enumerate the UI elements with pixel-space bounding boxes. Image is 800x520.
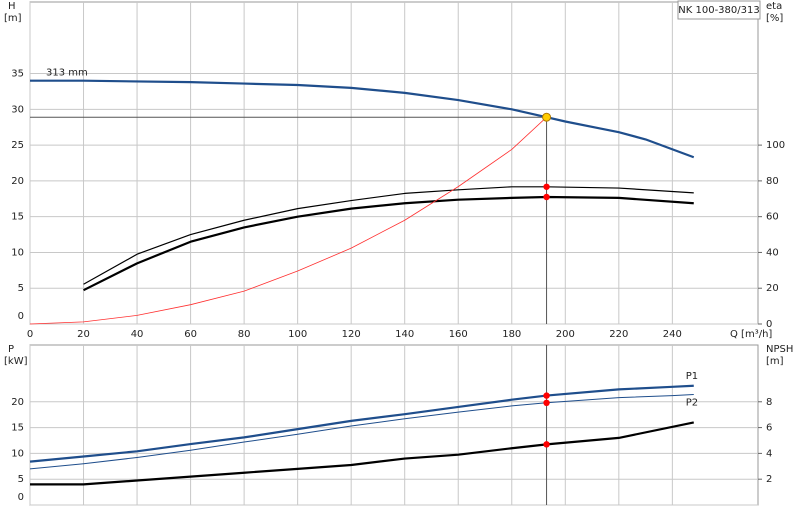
y2-tick-label: 0 (766, 319, 772, 330)
duty-marker (543, 399, 550, 407)
y-axis-unit: [kW] (4, 356, 28, 367)
y-axis-title: H (8, 1, 16, 12)
duty-marker (543, 441, 550, 448)
duty-marker (543, 193, 550, 201)
duty-marker (543, 392, 550, 399)
title-box (677, 0, 761, 20)
x-tick-label: 80 (238, 329, 251, 340)
y-tick-label: 20 (11, 176, 24, 187)
x-tick-label: 0 (27, 329, 33, 340)
y-axis-unit: [m] (4, 13, 22, 24)
y2-axis-unit: [%] (766, 13, 783, 24)
x-tick-label: 40 (131, 329, 144, 340)
x-tick-label: 160 (449, 329, 468, 340)
y-tick-label: 15 (11, 423, 24, 434)
curve (30, 79, 695, 159)
y2-axis-unit: [m] (766, 356, 784, 367)
y-tick-label: 15 (11, 212, 24, 223)
y2-tick-label: 100 (766, 140, 785, 151)
y-tick-label: 20 (11, 397, 24, 408)
y-tick-label: 0 (18, 311, 24, 322)
x-tick-label: 200 (556, 329, 575, 340)
x-tick-label: 220 (609, 329, 628, 340)
curve-label: P2 (686, 398, 698, 409)
curve (83, 186, 694, 285)
x-tick-label: 140 (395, 329, 414, 340)
y2-tick-label: 4 (766, 448, 772, 459)
x-tick-label: 240 (663, 329, 682, 340)
y-tick-label: 5 (18, 283, 24, 294)
y2-tick-label: 40 (766, 247, 779, 258)
x-tick-label: 180 (502, 329, 521, 340)
x-tick-label: 20 (77, 329, 90, 340)
duty-point (542, 112, 552, 122)
y2-tick-label: 20 (766, 283, 779, 294)
y2-axis-title: NPSH (766, 344, 793, 355)
y-tick-label: 25 (11, 140, 24, 151)
y2-tick-label: 80 (766, 176, 779, 187)
curve-label: P1 (686, 371, 698, 382)
y-tick-label: 30 (11, 104, 24, 115)
y2-tick-label: 2 (766, 474, 772, 485)
x-axis-title: Q [m³/h] (730, 329, 772, 340)
y2-tick-label: 8 (766, 397, 772, 408)
y-axis-title: P (8, 344, 14, 355)
y-tick-label: 35 (11, 69, 24, 80)
duty-marker (543, 183, 550, 190)
curve-label: 313 mm (46, 68, 88, 79)
curve (29, 384, 694, 463)
y-tick-label: 0 (18, 492, 24, 503)
curve (29, 116, 547, 325)
y-tick-label: 5 (18, 474, 24, 485)
plot-frame (29, 1, 759, 325)
x-tick-label: 120 (342, 329, 361, 340)
y2-tick-label: 6 (766, 423, 772, 434)
y2-axis-title: eta (766, 1, 782, 12)
x-tick-label: 100 (288, 329, 307, 340)
chart-title: NK 100-380/313 (678, 5, 759, 16)
x-tick-label: 60 (184, 329, 197, 340)
y2-tick-label: 60 (766, 212, 779, 223)
curve (83, 195, 694, 292)
y-tick-label: 10 (11, 247, 24, 258)
curve (29, 394, 694, 470)
y-tick-label: 10 (11, 448, 24, 459)
